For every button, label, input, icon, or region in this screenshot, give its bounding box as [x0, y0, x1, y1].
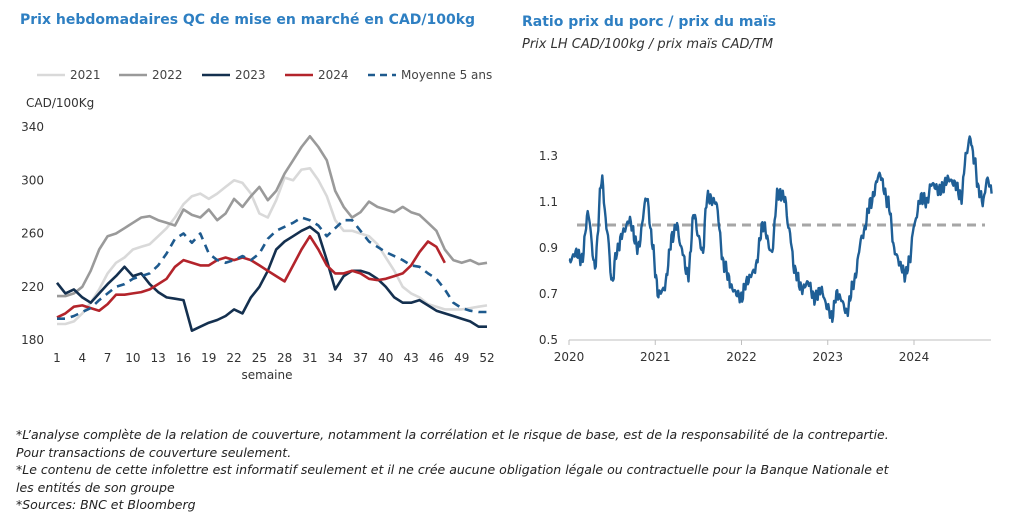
- legend-label: 2024: [318, 68, 349, 82]
- x-axis-label: semaine: [242, 368, 293, 382]
- x-tick-label: 2024: [899, 350, 930, 364]
- y-tick-label: 220: [21, 280, 44, 294]
- y-tick-label: 0.9: [539, 241, 558, 255]
- y-tick-label: 260: [21, 227, 44, 241]
- x-tick-label: 37: [353, 351, 368, 365]
- y-axis-label: CAD/100Kg: [26, 96, 94, 110]
- y-tick-label: 180: [21, 333, 44, 347]
- footnotes: *L’analyse complète de la relation de co…: [16, 426, 1016, 514]
- y-tick-label: 1.3: [539, 149, 558, 163]
- x-tick-label: 25: [252, 351, 267, 365]
- footnote-line: *Le contenu de cette infolettre est info…: [16, 462, 889, 477]
- weekly-price-chart: CAD/100Kg 180 220 260 300 340 1 4 7 10 13 16 19 22 25 2…: [21, 68, 495, 382]
- x-tick-label: 13: [151, 351, 166, 365]
- chart-left-title: Prix hebdomadaires QC de mise en marché …: [20, 12, 476, 28]
- chart-right-subtitle: Prix LH CAD/100kg / prix maïs CAD/TM: [522, 37, 774, 52]
- legend-label: 2022: [152, 68, 183, 82]
- footnote-line: Pour transactions de couverture seulemen…: [16, 444, 292, 460]
- chart-right-title: Ratio prix du porc / prix du maïs: [522, 14, 777, 30]
- x-tick-label: 2020: [554, 350, 585, 364]
- footnote-line: *Sources: BNC et Bloomberg: [16, 497, 196, 512]
- ratio-series-line: [568, 135, 993, 323]
- footnote-line: les entités de son groupe: [16, 479, 175, 495]
- x-tick-label: 10: [125, 351, 140, 365]
- x-tick-label: 16: [176, 351, 191, 365]
- x-tick-label: 1: [53, 351, 61, 365]
- x-tick-label: 49: [454, 351, 469, 365]
- series-line-2022: [57, 135, 488, 298]
- x-tick-label: 28: [277, 351, 292, 365]
- x-tick-label: 19: [201, 351, 216, 365]
- legend-label: 2021: [70, 68, 101, 82]
- x-tick-label: 2021: [640, 350, 671, 364]
- y-tick-label: 340: [21, 120, 44, 134]
- series-line-moyenne-5-ans: [57, 216, 487, 320]
- x-tick-label: 7: [104, 351, 112, 365]
- x-tick-label: 2023: [812, 350, 843, 364]
- y-tick-label: 0.5: [539, 333, 558, 347]
- y-tick-label: 0.7: [539, 287, 558, 301]
- legend-label: 2023: [235, 68, 266, 82]
- x-tick-label: 2022: [726, 350, 757, 364]
- x-tick-label: 43: [403, 351, 418, 365]
- x-tick-label: 40: [378, 351, 393, 365]
- x-tick-label: 52: [479, 351, 494, 365]
- x-tick-label: 46: [429, 351, 444, 365]
- footnote-line: *L’analyse complète de la relation de co…: [16, 427, 889, 442]
- x-tick-label: 31: [302, 351, 317, 365]
- x-tick-label: 22: [226, 351, 241, 365]
- x-tick-label: 4: [78, 351, 86, 365]
- series-line-2023: [55, 225, 487, 332]
- x-tick-label: 34: [328, 351, 343, 365]
- series-line-2021: [57, 167, 488, 326]
- y-tick-label: 1.1: [539, 195, 558, 209]
- legend-label: Moyenne 5 ans: [401, 68, 492, 82]
- hog-corn-ratio-chart: 0.5 0.7 0.9 1.1 1.3 2020 2021 2022 2023 2024: [539, 135, 993, 364]
- y-tick-label: 300: [21, 173, 44, 187]
